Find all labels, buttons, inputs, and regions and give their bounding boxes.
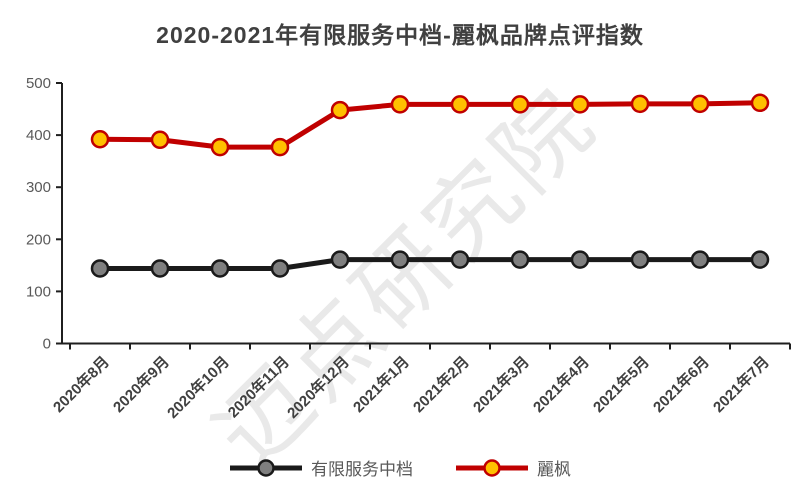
legend-swatch-red-series	[456, 458, 528, 477]
x-axis-tick-label: 2021年7月	[709, 353, 772, 416]
data-point-marker	[750, 93, 770, 113]
data-point-marker	[330, 250, 350, 269]
x-axis-tick-label: 2021年3月	[469, 353, 532, 416]
data-point-marker	[390, 250, 410, 269]
data-point-marker	[270, 137, 290, 157]
data-point-marker	[330, 100, 350, 120]
legend-item-lavande: 麗枫	[455, 455, 571, 480]
data-point-marker	[750, 250, 770, 269]
y-axis-tick-label: 0	[43, 336, 51, 353]
x-axis-tick-label: 2020年10月	[163, 353, 232, 422]
x-axis-tick-label: 2021年4月	[529, 353, 592, 416]
y-axis-tick-label: 400	[26, 127, 51, 144]
x-axis-tick-label: 2020年11月	[224, 353, 293, 422]
x-axis-tick-label: 2021年5月	[589, 353, 652, 416]
y-axis-tick-label: 200	[26, 231, 51, 248]
data-point-marker	[570, 95, 590, 114]
data-point-marker	[690, 94, 710, 114]
data-point-marker	[450, 250, 470, 269]
y-axis-tick-label: 300	[26, 179, 51, 196]
chart-title: 2020-2021年有限服务中档-麗枫品牌点评指数	[156, 22, 644, 48]
data-point-marker	[390, 95, 410, 114]
data-point-marker	[150, 130, 170, 150]
data-point-marker	[630, 250, 650, 269]
legend-swatch-gray-series	[230, 458, 302, 477]
y-axis-tick-label: 500	[26, 75, 51, 92]
data-point-marker	[90, 259, 110, 278]
data-point-marker	[510, 95, 530, 114]
x-axis-tick-label: 2021年6月	[649, 353, 712, 416]
data-point-marker	[630, 94, 650, 114]
legend: 有限服务中档 麗枫	[0, 455, 800, 480]
data-point-marker	[210, 137, 230, 157]
legend-label-limited-service-midscale: 有限服务中档	[311, 460, 413, 479]
x-axis-tick-label: 2020年9月	[109, 353, 172, 416]
data-point-marker	[210, 259, 230, 278]
x-axis-tick-label: 2021年2月	[409, 353, 472, 416]
data-point-marker	[150, 259, 170, 278]
data-point-marker	[90, 130, 110, 149]
legend-label-lavande: 麗枫	[537, 460, 571, 479]
data-point-marker	[690, 250, 710, 269]
data-point-marker	[510, 250, 530, 269]
data-point-marker	[270, 259, 290, 278]
data-point-marker	[570, 250, 590, 269]
legend-item-limited-service-midscale: 有限服务中档	[229, 455, 413, 480]
x-axis-tick-label: 2020年8月	[49, 353, 112, 416]
x-axis-tick-label: 2021年1月	[349, 353, 412, 416]
y-axis-tick-label: 100	[26, 283, 51, 300]
x-axis-tick-label: 2020年12月	[283, 353, 352, 422]
data-point-marker	[450, 95, 470, 114]
